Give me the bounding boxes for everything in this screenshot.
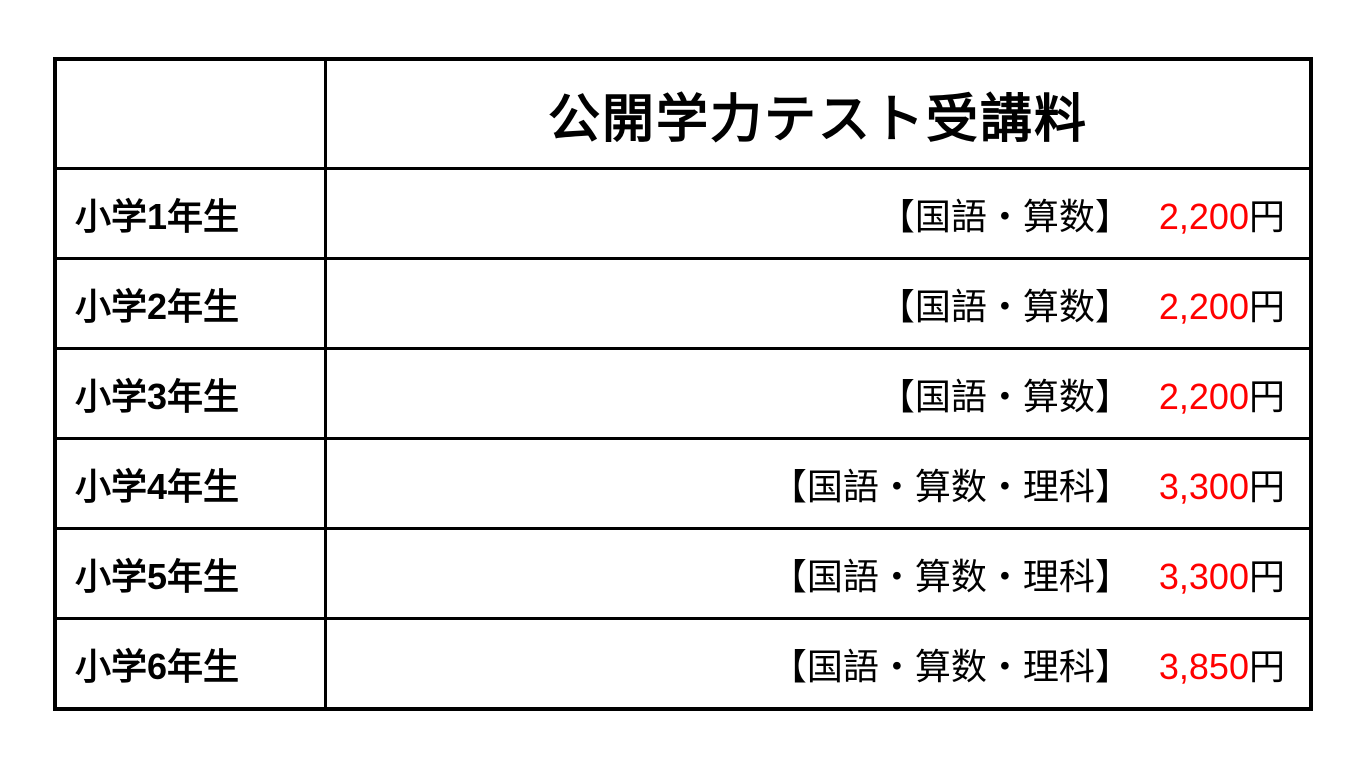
content-cell: 【国語・算数】 2,200円 [327, 260, 1309, 347]
grade-cell: 小学5年生 [57, 530, 327, 617]
table-header-row: 公開学力テスト受講料 [57, 61, 1309, 167]
subjects-label: 【国語・算数・理科】 [771, 458, 1131, 510]
subjects-label: 【国語・算数】 [879, 368, 1131, 420]
subjects-label: 【国語・算数・理科】 [771, 548, 1131, 600]
price-unit: 円 [1249, 286, 1285, 327]
price-number: 3,300 [1159, 466, 1249, 507]
price-unit: 円 [1249, 556, 1285, 597]
header-title-cell: 公開学力テスト受講料 [327, 61, 1309, 167]
content-cell: 【国語・算数】 2,200円 [327, 350, 1309, 437]
table-row: 小学6年生 【国語・算数・理科】 3,850円 [57, 617, 1309, 707]
subjects-label: 【国語・算数】 [879, 278, 1131, 330]
grade-cell: 小学3年生 [57, 350, 327, 437]
table-title: 公開学力テスト受講料 [548, 77, 1088, 152]
content-cell: 【国語・算数・理科】 3,300円 [327, 440, 1309, 527]
price-unit: 円 [1249, 646, 1285, 687]
price-number: 2,200 [1159, 196, 1249, 237]
subjects-label: 【国語・算数・理科】 [771, 638, 1131, 690]
price-number: 2,200 [1159, 376, 1249, 417]
grade-cell: 小学1年生 [57, 170, 327, 257]
price-number: 3,300 [1159, 556, 1249, 597]
grade-cell: 小学6年生 [57, 620, 327, 707]
grade-cell: 小学4年生 [57, 440, 327, 527]
price-unit: 円 [1249, 466, 1285, 507]
content-cell: 【国語・算数・理科】 3,850円 [327, 620, 1309, 707]
table-row: 小学1年生 【国語・算数】 2,200円 [57, 167, 1309, 257]
price-unit: 円 [1249, 196, 1285, 237]
table-row: 小学4年生 【国語・算数・理科】 3,300円 [57, 437, 1309, 527]
price-label: 3,850円 [1159, 638, 1285, 690]
table-row: 小学2年生 【国語・算数】 2,200円 [57, 257, 1309, 347]
price-label: 2,200円 [1159, 278, 1285, 330]
price-label: 2,200円 [1159, 368, 1285, 420]
table-row: 小学3年生 【国語・算数】 2,200円 [57, 347, 1309, 437]
price-unit: 円 [1249, 376, 1285, 417]
content-cell: 【国語・算数】 2,200円 [327, 170, 1309, 257]
header-empty-cell [57, 61, 327, 167]
price-number: 3,850 [1159, 646, 1249, 687]
price-label: 3,300円 [1159, 458, 1285, 510]
price-number: 2,200 [1159, 286, 1249, 327]
content-cell: 【国語・算数・理科】 3,300円 [327, 530, 1309, 617]
table-row: 小学5年生 【国語・算数・理科】 3,300円 [57, 527, 1309, 617]
price-label: 3,300円 [1159, 548, 1285, 600]
price-label: 2,200円 [1159, 188, 1285, 240]
grade-cell: 小学2年生 [57, 260, 327, 347]
subjects-label: 【国語・算数】 [879, 188, 1131, 240]
fee-table: 公開学力テスト受講料 小学1年生 【国語・算数】 2,200円 小学2年生 【国… [53, 57, 1313, 711]
